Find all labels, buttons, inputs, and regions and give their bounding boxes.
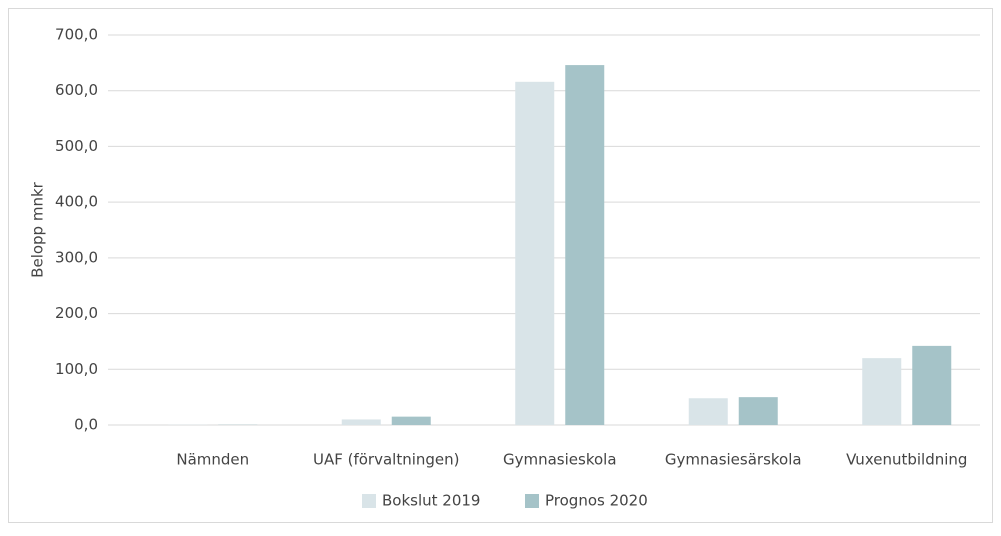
- x-tick-label: Nämnden: [176, 451, 249, 469]
- y-tick-label: 400,0: [55, 193, 98, 211]
- legend-label: Prognos 2020: [545, 492, 648, 510]
- bar: [912, 346, 951, 425]
- x-tick-label: UAF (förvaltningen): [313, 451, 460, 469]
- y-axis-label: Belopp mnkr: [29, 181, 47, 277]
- bar: [565, 65, 604, 425]
- y-tick-label: 100,0: [55, 360, 98, 378]
- legend-swatch: [362, 494, 376, 508]
- legend-label: Bokslut 2019: [382, 492, 480, 510]
- chart-frame: [9, 9, 993, 523]
- bar: [689, 398, 728, 425]
- y-tick-label: 200,0: [55, 304, 98, 322]
- x-tick-label: Gymnasieskola: [503, 451, 617, 469]
- y-tick-label: 700,0: [55, 26, 98, 44]
- legend-swatch: [525, 494, 539, 508]
- x-tick-label: Vuxenutbildning: [846, 451, 967, 469]
- x-tick-label: Gymnasiesärskola: [665, 451, 802, 469]
- bar: [739, 397, 778, 425]
- bar: [862, 358, 901, 425]
- y-tick-label: 600,0: [55, 81, 98, 99]
- bar: [392, 417, 431, 425]
- y-tick-label: 500,0: [55, 137, 98, 155]
- bar: [515, 82, 554, 425]
- y-tick-label: 0,0: [74, 416, 98, 434]
- bar: [342, 419, 381, 425]
- y-tick-label: 300,0: [55, 248, 98, 266]
